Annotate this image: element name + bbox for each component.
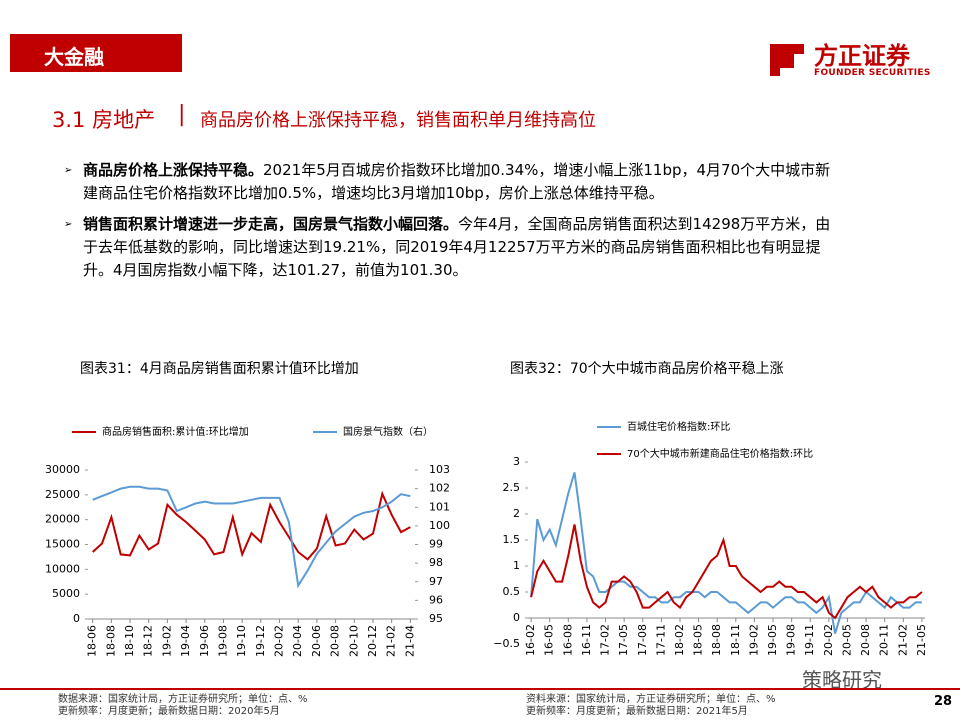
x-tick-label: 18-08 <box>104 625 117 657</box>
y2-tick-label: 96 <box>429 593 443 606</box>
legend-label: 商品房销售面积:累计值:环比增加 <box>102 425 249 438</box>
x-tick-label: 18-10 <box>123 625 136 657</box>
x-tick-label: 19-11 <box>803 624 816 656</box>
y2-tick-label: 102 <box>429 482 450 495</box>
series-line <box>530 472 922 634</box>
x-tick-label: 17-11 <box>654 624 667 656</box>
y-tick-label: 1 <box>513 559 520 572</box>
y-tick-label: 30000 <box>45 463 80 476</box>
footer-line: 资料来源：国家统计局，方正证券研究所；单位：点、% <box>526 694 776 705</box>
x-tick-label: 18-11 <box>729 624 742 656</box>
logo-text: 方正证券 <box>814 42 910 70</box>
x-tick-label: 20-11 <box>878 624 891 656</box>
x-tick-label: 18-08 <box>710 624 723 656</box>
x-tick-label: 19-02 <box>747 624 760 656</box>
x-tick-label: 19-08 <box>785 624 798 656</box>
chart-title: 图表31：4月商品房销售面积累计值环比增加 <box>80 361 359 377</box>
x-tick-label: 19-10 <box>235 625 248 657</box>
x-tick-label: 21-05 <box>915 624 928 656</box>
x-tick-label: 19-05 <box>766 624 779 656</box>
x-tick-label: 16-05 <box>543 624 556 656</box>
y-tick-label: 2 <box>513 507 520 520</box>
header-tag: 大金融 <box>44 45 104 69</box>
x-tick-label: 20-08 <box>329 625 342 657</box>
bullet-bold: 销售面积累计增速进一步走高，国房景气指数小幅回落。 <box>83 215 459 233</box>
x-tick-label: 20-02 <box>273 625 286 657</box>
x-tick-label: 20-08 <box>859 624 872 656</box>
x-tick-label: 16-11 <box>580 624 593 656</box>
y-tick-label: 5000 <box>52 587 80 600</box>
bullet-bold: 商品房价格上涨保持平稳。 <box>83 161 264 179</box>
page-number: 28 <box>934 694 953 709</box>
series-line <box>92 490 411 561</box>
header-bar: 大金融 <box>10 34 182 72</box>
y2-tick-label: 101 <box>429 500 450 513</box>
bullet: ➢ 销售面积累计增速进一步走高，国房景气指数小幅回落。今年4月，全国商品房销售面积… <box>64 215 831 279</box>
y-tick-label: 0.5 <box>503 585 521 598</box>
x-tick-label: 17-05 <box>617 624 630 656</box>
section-number: 3.1 房地产 <box>52 108 156 132</box>
bullet-text: 今年4月，全国商品房销售面积达到14298万平方米，由于去年低基数的影响，同比增… <box>83 215 831 279</box>
series-line <box>92 485 411 589</box>
y2-tick-label: 97 <box>429 575 443 588</box>
legend-label: 70个大中城市新建商品住宅价格指数:环比 <box>627 447 813 460</box>
y2-tick-label: 100 <box>429 519 450 532</box>
x-tick-label: 21-02 <box>896 624 909 656</box>
y-tick-label: 3 <box>513 455 520 468</box>
x-tick-label: 16-08 <box>561 624 574 656</box>
y-tick-label: 15000 <box>45 538 80 551</box>
legend-label: 百城住宅价格指数:环比 <box>627 420 730 433</box>
legend-label: 国房景气指数（右） <box>343 425 433 438</box>
footer-line: 数据来源：国家统计局，方正证券研究所；单位：点、% <box>58 694 308 705</box>
footer-rule <box>0 688 960 690</box>
x-tick-label: 17-02 <box>599 624 612 656</box>
y2-tick-label: 95 <box>429 612 443 625</box>
x-tick-label: 21-04 <box>403 625 416 657</box>
x-tick-label: 20-12 <box>366 625 379 657</box>
x-tick-label: 20-10 <box>347 625 360 657</box>
y-tick-label: 0 <box>73 612 80 625</box>
x-tick-label: 19-12 <box>254 625 267 657</box>
y-tick-label: 25000 <box>45 488 80 501</box>
x-tick-label: 18-06 <box>86 625 99 657</box>
y-tick-label: 1.5 <box>503 533 521 546</box>
y2-tick-label: 98 <box>429 556 443 569</box>
y2-tick-label: 103 <box>429 463 450 476</box>
x-tick-label: 19-06 <box>198 625 211 657</box>
y2-tick-label: 99 <box>429 538 443 551</box>
footer-left: 数据来源：国家统计局，方正证券研究所；单位：点、% 更新频率：月度更新；最新数据日… <box>58 694 308 718</box>
series-line <box>530 524 923 620</box>
x-tick-label: 18-02 <box>673 624 686 656</box>
y-tick-label: −0.5 <box>493 637 520 650</box>
y-tick-label: 0 <box>513 611 520 624</box>
x-tick-label: 20-04 <box>291 625 304 657</box>
footer-right: 资料来源：国家统计局，方正证券研究所；单位：点、% 更新频率：月度更新；最新数据日… <box>526 694 776 718</box>
bullet-text: 2021年5月百城房价指数环比增加0.34%，增速小幅上涨11bp，4月70个大… <box>83 161 831 202</box>
x-tick-label: 18-12 <box>142 625 155 657</box>
x-tick-label: 18-05 <box>692 624 705 656</box>
x-tick-label: 19-02 <box>160 625 173 657</box>
y-tick-label: 10000 <box>45 562 80 575</box>
x-tick-label: 17-08 <box>636 624 649 656</box>
x-tick-label: 20-06 <box>310 625 323 657</box>
footer-line: 更新频率：月度更新；最新数据日期：2021年5月 <box>526 706 748 717</box>
logo-icon <box>770 44 804 76</box>
x-tick-label: 21-02 <box>385 625 398 657</box>
chart-title: 图表32：70个大中城市商品房价格平稳上涨 <box>510 361 784 377</box>
x-tick-label: 16-02 <box>524 624 537 656</box>
section-separator: | <box>178 102 186 127</box>
bullet: ➢ 商品房价格上涨保持平稳。2021年5月百城房价指数环比增加0.34%，增速小幅… <box>64 161 831 202</box>
x-tick-label: 20-02 <box>822 624 835 656</box>
x-tick-label: 19-08 <box>216 625 229 657</box>
logo-en: FOUNDER SECURITIES <box>814 68 931 78</box>
y-tick-label: 2.5 <box>503 481 521 494</box>
section-title: 商品房价格上涨保持平稳，销售面积单月维持高位 <box>200 110 596 131</box>
x-tick-label: 19-04 <box>179 625 192 657</box>
y-tick-label: 20000 <box>45 513 80 526</box>
x-tick-label: 20-05 <box>840 624 853 656</box>
footer-line: 更新频率：月度更新；最新数据日期：2020年5月 <box>58 706 280 717</box>
